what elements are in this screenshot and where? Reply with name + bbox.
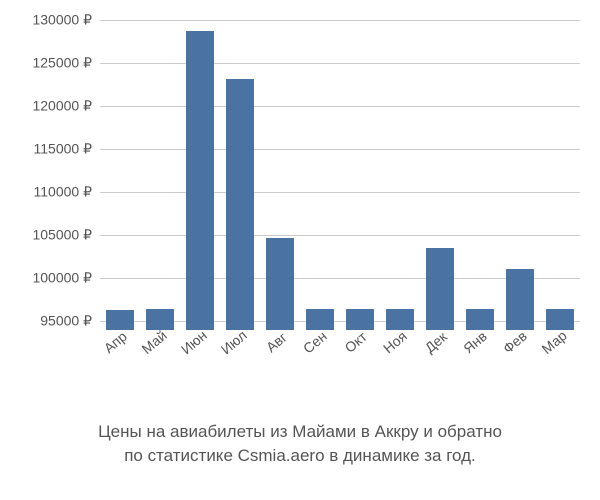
- chart-caption: Цены на авиабилеты из Майами в Аккру и о…: [0, 420, 600, 468]
- x-tick-label: Апр: [101, 328, 130, 356]
- y-tick-label: 110000 ₽: [34, 184, 100, 201]
- x-tick-label: Фев: [500, 328, 530, 357]
- plot-area: 95000 ₽100000 ₽105000 ₽110000 ₽115000 ₽1…: [100, 20, 580, 330]
- bar: [186, 31, 213, 330]
- x-tick-label: Авг: [263, 329, 290, 355]
- y-tick-label: 115000 ₽: [34, 141, 100, 158]
- x-tick-label: Дек: [422, 328, 450, 355]
- bar: [386, 309, 413, 330]
- y-tick-label: 125000 ₽: [32, 55, 100, 72]
- y-tick-label: 120000 ₽: [32, 98, 100, 115]
- x-tick-label: Ноя: [380, 328, 410, 357]
- y-tick-label: 100000 ₽: [32, 270, 100, 287]
- y-tick-label: 105000 ₽: [32, 227, 100, 244]
- bar: [306, 309, 333, 330]
- x-tick-label: Янв: [460, 328, 490, 357]
- caption-line-1: Цены на авиабилеты из Майами в Аккру и о…: [0, 420, 600, 444]
- bar: [266, 238, 293, 330]
- y-tick-label: 130000 ₽: [32, 12, 100, 29]
- x-tick-label: Сен: [300, 328, 330, 357]
- x-tick-label: Май: [139, 327, 170, 357]
- y-tick-label: 95000 ₽: [40, 313, 100, 330]
- x-tick-label: Июн: [178, 327, 210, 357]
- caption-line-2: по статистике Csmia.aero в динамике за г…: [0, 444, 600, 468]
- x-tick-label: Июл: [218, 327, 250, 358]
- bar: [506, 269, 533, 330]
- bar: [226, 79, 253, 330]
- bar: [466, 309, 493, 330]
- price-chart: 95000 ₽ 100000 ₽ 105000 ₽ 110000 ₽ 115000 ₽ 1…: [0, 0, 600, 500]
- x-tick-label: Окт: [342, 328, 370, 355]
- bar: [346, 309, 373, 330]
- bar: [106, 310, 133, 330]
- x-tick-label: Мар: [539, 327, 570, 357]
- bar: [426, 248, 453, 330]
